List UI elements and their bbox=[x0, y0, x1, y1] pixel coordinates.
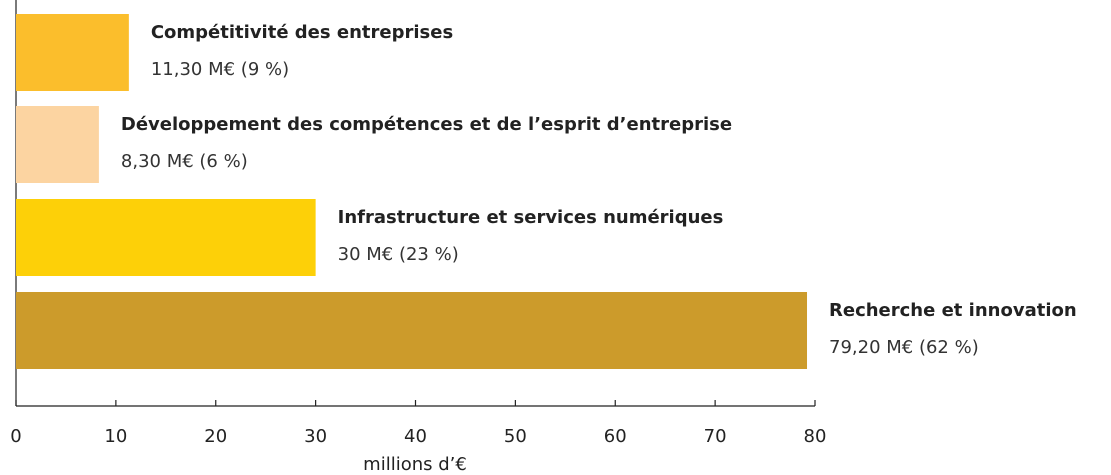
x-axis-title: millions d’€ bbox=[363, 454, 467, 475]
category-label: Compétitivité des entreprises bbox=[151, 22, 453, 43]
x-tick-label: 0 bbox=[10, 426, 21, 447]
category-label: Infrastructure et services numériques bbox=[338, 207, 724, 228]
x-tick-label: 80 bbox=[804, 426, 827, 447]
x-tick-label: 30 bbox=[304, 426, 327, 447]
bar bbox=[16, 14, 129, 91]
x-tick-label: 70 bbox=[704, 426, 727, 447]
category-label: Développement des compétences et de l’es… bbox=[121, 114, 732, 135]
value-label: 11,30 M€ (9 %) bbox=[151, 59, 289, 80]
value-label: 30 M€ (23 %) bbox=[338, 244, 459, 265]
x-tick-label: 20 bbox=[204, 426, 227, 447]
x-tick-label: 50 bbox=[504, 426, 527, 447]
bar bbox=[16, 106, 99, 183]
bar bbox=[16, 199, 316, 276]
x-tick-label: 10 bbox=[104, 426, 127, 447]
x-tick-label: 60 bbox=[604, 426, 627, 447]
value-label: 8,30 M€ (6 %) bbox=[121, 151, 248, 172]
value-label: 79,20 M€ (62 %) bbox=[829, 337, 979, 358]
category-label: Recherche et innovation bbox=[829, 300, 1077, 321]
x-tick-label: 40 bbox=[404, 426, 427, 447]
bar bbox=[16, 292, 808, 369]
